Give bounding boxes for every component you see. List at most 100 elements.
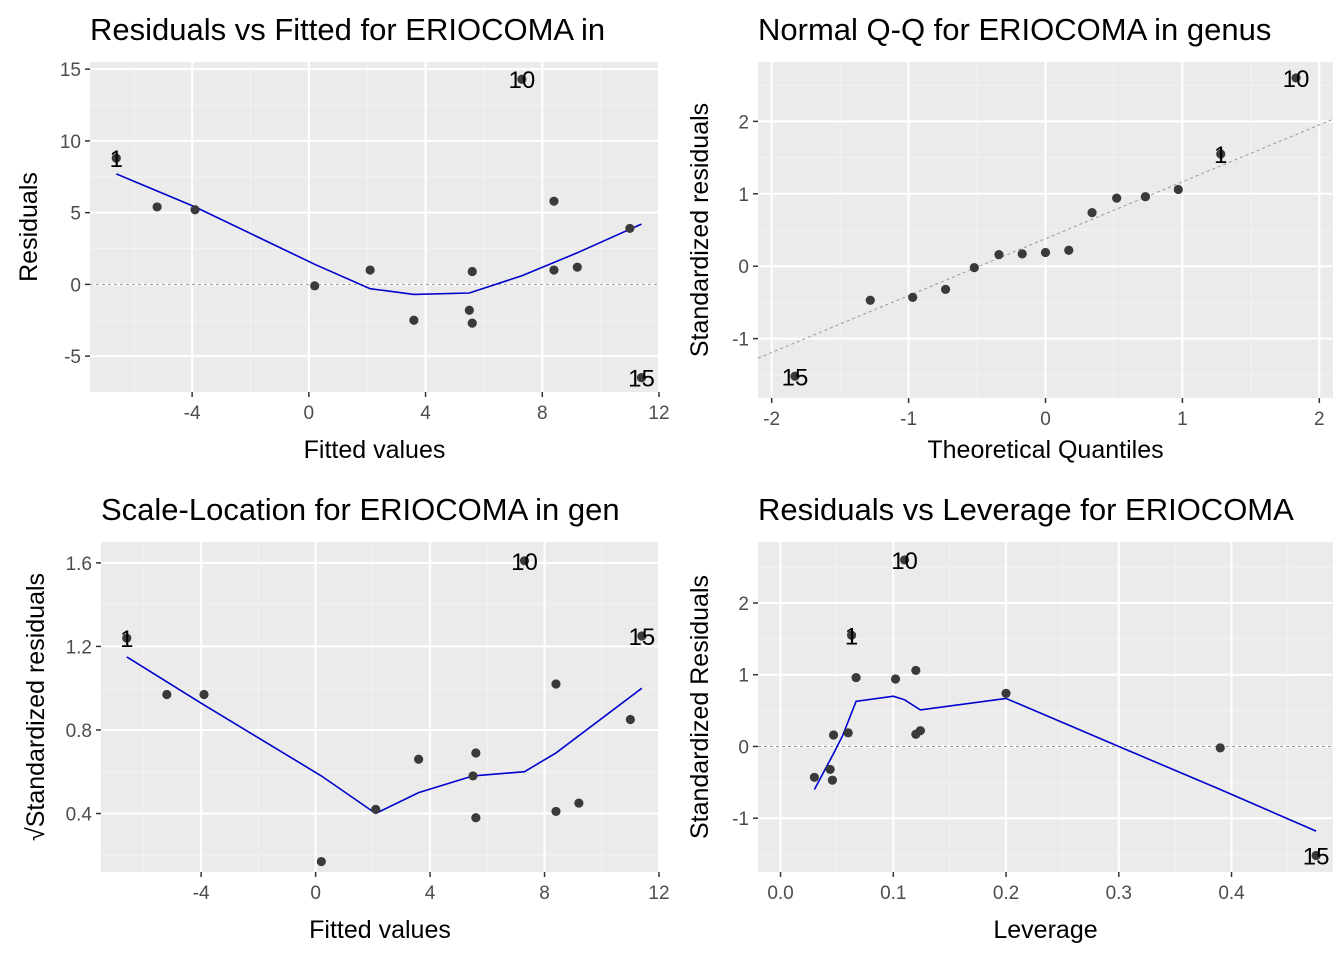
y-tick-label: 1.2: [66, 637, 92, 658]
data-point: [549, 265, 559, 275]
data-point: [1291, 73, 1301, 83]
data-point: [122, 633, 132, 643]
normal-qq-plot: -2 -1 0 1 2 -1 0 1 2 10 1 15 Normal Q-Q for ERIOCOMA…: [686, 12, 1333, 464]
residuals-vs-fitted-plot: -4 0 4 8 12 -5 0 5 10 15 10 1 15 Residuals vs Fitted …: [15, 12, 670, 464]
y-axis-title: Standardized residuals: [686, 103, 714, 357]
y-tick-label: 1: [738, 185, 749, 206]
data-point: [625, 223, 635, 234]
x-axis-title: Leverage: [993, 916, 1097, 944]
x-tick-label: 12: [648, 883, 669, 904]
data-point: [827, 775, 838, 785]
data-point: [467, 266, 477, 277]
y-tick-label: 2: [738, 594, 749, 615]
data-point: [310, 281, 320, 291]
data-point: [828, 730, 839, 740]
point-label: 15: [628, 366, 655, 393]
plot-area: [758, 555, 1333, 861]
x-tick-label: 12: [648, 403, 669, 424]
data-point: [825, 764, 835, 775]
plot-title: Scale-Location for ERIOCOMA in gen: [101, 492, 620, 527]
data-point: [468, 771, 478, 781]
data-point: [1017, 249, 1027, 259]
point-label: 10: [511, 549, 538, 576]
x-tick-label: 4: [425, 883, 436, 904]
point-label: 10: [509, 67, 536, 94]
data-point: [637, 631, 647, 641]
y-tick-label: 15: [60, 60, 81, 81]
x-tick-label: 0.4: [1218, 883, 1245, 904]
data-point: [551, 806, 561, 817]
data-point: [908, 292, 918, 302]
y-tick-label: 1.6: [66, 554, 92, 575]
y-axis-title: Residuals: [15, 172, 43, 282]
x-tick-label: 0.3: [1106, 883, 1132, 904]
plot-area: [90, 74, 659, 383]
data-point: [365, 265, 375, 275]
x-tick-label: -1: [900, 409, 917, 430]
data-point: [1311, 850, 1321, 861]
data-point: [152, 202, 162, 212]
y-tick-label: 0: [738, 257, 749, 278]
y-tick-label: -1: [732, 809, 749, 830]
data-point: [846, 630, 857, 640]
point-label: 15: [628, 624, 655, 651]
data-point: [636, 373, 647, 383]
x-tick-label: -2: [763, 409, 780, 430]
x-tick-label: 8: [539, 883, 550, 904]
x-tick-label: 0.1: [880, 883, 906, 904]
data-point: [409, 315, 419, 325]
data-point: [890, 674, 901, 684]
y-tick-label: 10: [60, 132, 81, 153]
x-tick-label: 0.2: [993, 883, 1019, 904]
data-point: [809, 772, 819, 782]
x-axis-title: Fitted values: [309, 916, 451, 944]
plot-title: Residuals vs Leverage for ERIOCOMA: [758, 492, 1294, 527]
point-label: 15: [782, 364, 809, 391]
smooth-line: [126, 656, 643, 815]
data-point: [911, 665, 921, 676]
data-point: [572, 262, 582, 272]
plot-title: Normal Q-Q for ERIOCOMA in genus: [758, 12, 1271, 47]
y-tick-label: 0.8: [66, 721, 92, 742]
panel-background: [90, 62, 659, 392]
x-tick-label: 4: [420, 403, 431, 424]
residuals-vs-leverage-plot: 0.0 0.1 0.2 0.3 0.4 -1 0 1 2 10 1 15 Residuals vs Le…: [686, 492, 1333, 944]
data-point: [851, 672, 861, 683]
plot-area: [122, 556, 647, 867]
smooth-line: [115, 173, 642, 296]
y-tick-label: 0: [738, 737, 749, 758]
x-axis-title: Fitted values: [304, 436, 446, 464]
data-point: [994, 250, 1004, 260]
y-tick-label: 5: [70, 204, 81, 225]
y-axis-title: Standardized Residuals: [686, 575, 714, 839]
y-tick-label: 2: [738, 112, 749, 133]
data-point: [190, 205, 200, 215]
data-point: [1112, 193, 1122, 203]
data-point: [1216, 149, 1226, 159]
point-label: 1: [845, 623, 858, 650]
data-point: [1173, 184, 1183, 195]
data-point: [790, 371, 800, 381]
data-point: [517, 74, 527, 84]
data-point: [414, 754, 424, 764]
data-point: [899, 555, 910, 565]
y-axis-title: √Standardized residuals: [22, 573, 50, 841]
panel-background: [101, 542, 659, 872]
data-point: [471, 813, 481, 823]
data-point: [1040, 247, 1051, 258]
y-tick-label: -5: [64, 347, 81, 368]
point-label: 10: [1283, 66, 1310, 93]
x-tick-label: 0: [1040, 409, 1051, 430]
point-label: 1: [1214, 142, 1227, 169]
data-point: [371, 804, 381, 814]
plot-title: Residuals vs Fitted for ERIOCOMA in: [90, 12, 605, 47]
y-tick-label: 1: [738, 666, 749, 687]
data-point: [1087, 208, 1097, 218]
y-tick-label: 0.4: [66, 805, 93, 826]
data-point: [940, 284, 951, 294]
x-axis-title: Theoretical Quantiles: [927, 436, 1163, 464]
data-point: [865, 295, 875, 305]
qq-reference-line: [758, 118, 1333, 359]
y-tick-label: -1: [732, 330, 749, 351]
x-tick-label: 0: [310, 883, 321, 904]
